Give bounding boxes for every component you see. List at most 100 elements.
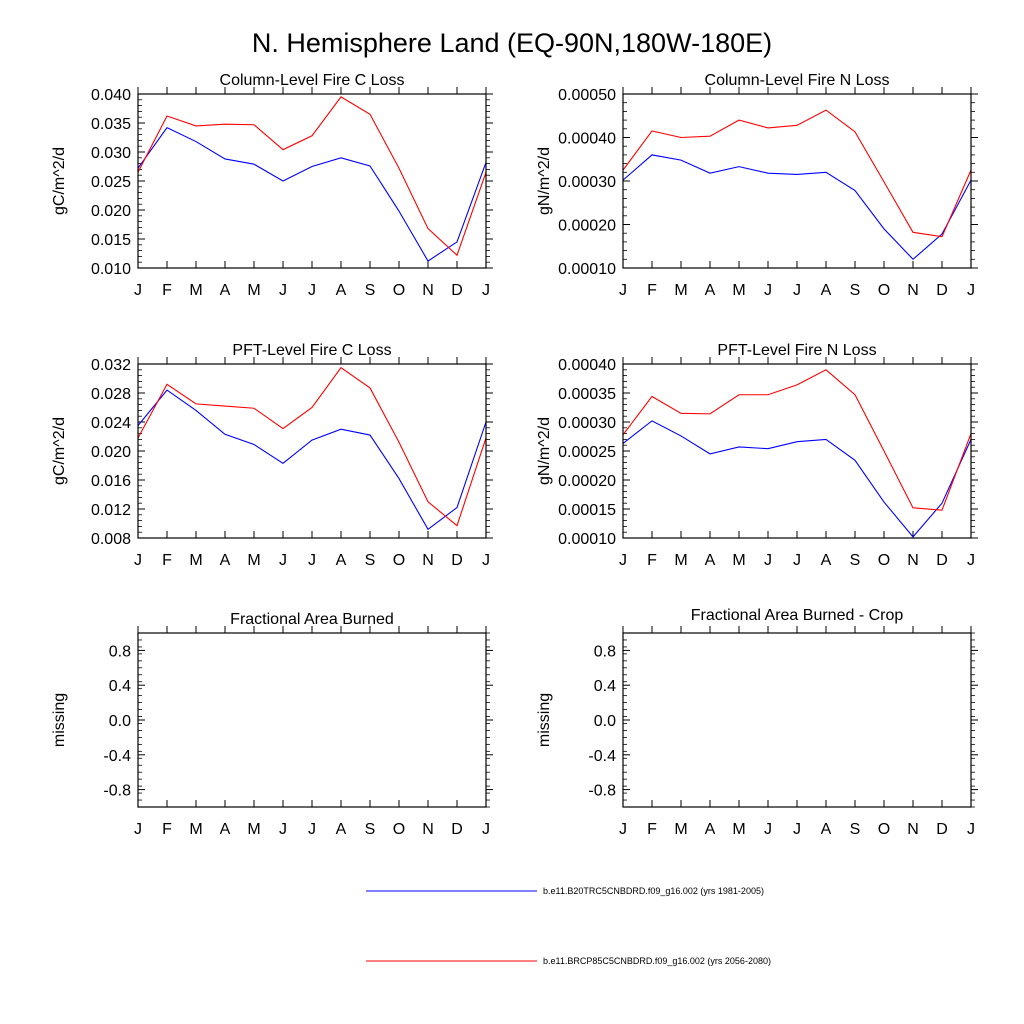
x-tick-label: M [674,821,687,838]
x-tick-label: J [134,552,142,569]
x-tick-label: A [220,282,231,299]
x-tick-label: N [907,282,919,299]
x-tick-label: D [451,282,463,299]
x-tick-label: J [967,282,975,299]
y-tick-label: 0.020 [91,444,131,461]
x-tick-label: M [189,821,202,838]
series-line [137,96,487,257]
x-tick-label: O [878,282,890,299]
y-tick-label: 0.00035 [558,386,616,403]
x-tick-label: J [482,552,490,569]
y-tick-label: -0.4 [103,748,131,765]
x-tick-label: M [732,821,745,838]
series-line [137,126,487,262]
panel-title: Fractional Area Burned - Crop [691,607,904,624]
x-tick-label: A [705,821,716,838]
legend-entry: b.e11.B20TRC5CNBDRD.f09_g16.002 (yrs 198… [366,886,764,896]
x-tick-label: N [422,821,434,838]
x-tick-label: J [308,282,316,299]
y-axis-label: missing [536,693,553,747]
x-tick-label: M [247,552,260,569]
x-tick-label: A [336,821,347,838]
y-tick-label: 0.00050 [558,87,616,104]
x-tick-label: J [482,821,490,838]
x-tick-label: F [162,282,172,299]
y-tick-label: 0.00040 [558,131,616,148]
plot-frame [137,93,487,269]
x-tick-label: J [134,282,142,299]
y-tick-label: 0.025 [91,174,131,191]
y-tick-label: 0.032 [91,357,131,374]
x-tick-label: M [247,282,260,299]
x-tick-label: S [850,282,861,299]
x-tick-label: S [365,552,376,569]
y-axis-label: gC/m^2/d [51,147,68,215]
x-tick-label: A [821,821,832,838]
x-tick-label: J [967,821,975,838]
y-tick-label: 0.016 [91,473,131,490]
x-tick-label: F [162,821,172,838]
x-tick-label: A [821,552,832,569]
y-tick-label: 0.020 [91,203,131,220]
x-tick-label: N [422,282,434,299]
x-tick-label: F [647,282,657,299]
y-tick-label: 0.4 [109,678,131,695]
y-tick-label: 0.028 [91,386,131,403]
x-tick-label: D [936,821,948,838]
y-tick-label: 0.8 [109,643,131,660]
y-tick-label: 0.00030 [558,415,616,432]
x-tick-label: S [365,821,376,838]
y-tick-label: 0.015 [91,232,131,249]
x-tick-label: D [936,552,948,569]
x-tick-label: J [482,282,490,299]
x-tick-label: A [220,821,231,838]
x-tick-label: F [647,552,657,569]
x-tick-label: M [732,552,745,569]
series-line [137,366,487,527]
y-tick-label: 0.4 [594,678,616,695]
x-tick-label: J [764,282,772,299]
panel-title: PFT-Level Fire C Loss [232,342,391,359]
y-tick-label: 0.012 [91,502,131,519]
x-tick-label: D [936,282,948,299]
x-tick-label: N [907,552,919,569]
legend-label: b.e11.BRCP85C5CNBDRD.f09_g16.002 (yrs 20… [543,956,771,966]
legend: b.e11.B20TRC5CNBDRD.f09_g16.002 (yrs 198… [366,886,771,966]
y-tick-label: 0.040 [91,87,131,104]
y-tick-label: 0.008 [91,531,131,548]
x-tick-label: J [793,552,801,569]
x-tick-label: A [220,552,231,569]
legend-label: b.e11.B20TRC5CNBDRD.f09_g16.002 (yrs 198… [543,886,764,896]
y-tick-label: -0.8 [588,783,616,800]
y-tick-label: 0.00010 [558,261,616,278]
plot-frame [622,363,972,539]
x-tick-label: J [308,821,316,838]
x-tick-label: A [336,282,347,299]
x-tick-label: A [705,552,716,569]
x-tick-label: J [308,552,316,569]
x-tick-label: F [647,821,657,838]
y-tick-label: 0.00010 [558,531,616,548]
x-tick-label: S [365,282,376,299]
x-tick-label: M [247,821,260,838]
x-tick-label: S [850,552,861,569]
x-tick-label: O [393,282,405,299]
x-tick-label: O [878,821,890,838]
y-tick-label: 0.00020 [558,473,616,490]
y-axis-label: gN/m^2/d [536,417,553,485]
x-tick-label: M [674,552,687,569]
y-tick-label: 0.00020 [558,218,616,235]
series-line [622,369,972,511]
x-tick-label: A [705,282,716,299]
x-tick-label: J [764,552,772,569]
panel-title: Column-Level Fire N Loss [705,72,890,89]
y-tick-label: 0.010 [91,261,131,278]
y-tick-label: 0.030 [91,145,131,162]
legend-entry: b.e11.BRCP85C5CNBDRD.f09_g16.002 (yrs 20… [366,956,771,966]
plot-frame [622,93,972,269]
